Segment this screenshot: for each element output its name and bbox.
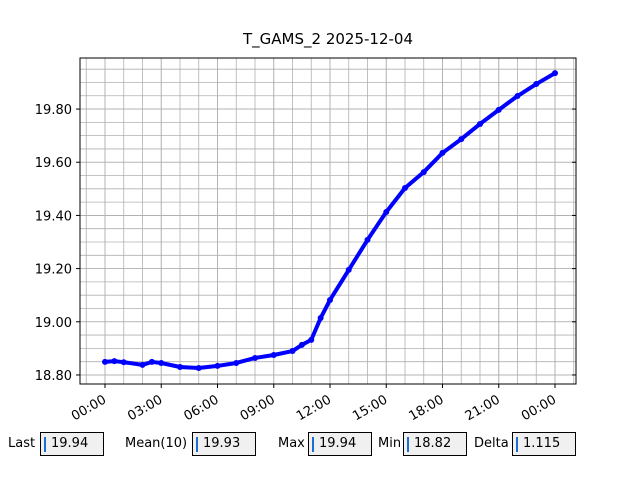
data-point	[476, 120, 483, 127]
stat-label: Delta	[474, 436, 509, 451]
x-tick-label: 06:00	[182, 392, 222, 424]
stat-label: Min	[378, 436, 402, 451]
y-tick-label: 18.80	[35, 369, 72, 384]
x-tick-label: 09:00	[238, 392, 278, 424]
stat-field[interactable]: 18.82	[403, 432, 467, 456]
data-point	[270, 352, 277, 359]
x-tick-label: 15:00	[350, 392, 390, 424]
data-point	[364, 236, 371, 243]
y-tick-label: 19.20	[35, 263, 72, 278]
data-point	[317, 315, 324, 322]
x-tick-label: 03:00	[125, 392, 165, 424]
y-tick-label: 19.40	[35, 209, 72, 224]
stat-field[interactable]: 19.94	[308, 432, 372, 456]
stat-value: 19.94	[319, 436, 357, 451]
data-point	[195, 365, 202, 372]
data-point	[495, 106, 502, 113]
data-point	[326, 296, 333, 303]
stat-field[interactable]: 19.93	[192, 432, 256, 456]
data-point	[514, 93, 521, 100]
plot-frame	[79, 57, 577, 385]
text-caret	[407, 437, 409, 452]
text-caret	[44, 437, 46, 452]
x-tick-label: 00:00	[69, 392, 109, 424]
x-tick-label: 00:00	[519, 392, 559, 424]
data-point	[214, 362, 221, 369]
stat-label: Mean(10)	[125, 436, 188, 451]
text-caret	[312, 437, 314, 452]
stat-value: 1.115	[523, 436, 561, 451]
stat-label: Last	[8, 436, 36, 451]
y-tick-label: 19.00	[35, 316, 72, 331]
stat-value: 19.93	[203, 436, 241, 451]
data-point	[233, 359, 240, 366]
data-point	[148, 358, 155, 365]
data-point	[158, 359, 165, 366]
data-point	[533, 81, 540, 88]
data-point	[551, 70, 558, 77]
data-point	[308, 336, 315, 343]
data-point	[458, 136, 465, 143]
data-point	[111, 358, 118, 365]
stat-value: 18.82	[414, 436, 452, 451]
chart-title: T_GAMS_2 2025-12-04	[242, 30, 413, 49]
data-point	[420, 169, 427, 176]
x-tick-label: 21:00	[463, 392, 503, 424]
data-point	[289, 348, 296, 355]
stat-label: Max	[278, 436, 305, 451]
x-tick-label: 12:00	[294, 392, 334, 424]
stat-field[interactable]: 19.94	[40, 432, 104, 456]
data-point	[120, 359, 127, 366]
data-point	[439, 149, 446, 156]
y-tick-label: 19.60	[35, 156, 72, 171]
text-caret	[196, 437, 198, 452]
data-point	[101, 358, 108, 365]
y-tick-label: 19.80	[35, 103, 72, 118]
stat-value: 19.94	[51, 436, 89, 451]
data-point	[345, 266, 352, 273]
text-caret	[516, 437, 518, 452]
data-point	[383, 208, 390, 215]
data-point	[176, 363, 183, 370]
x-tick-label: 18:00	[407, 392, 447, 424]
stat-field[interactable]: 1.115	[512, 432, 576, 456]
data-point	[298, 341, 305, 348]
data-point	[251, 354, 258, 361]
data-point	[139, 361, 146, 368]
data-point	[401, 185, 408, 192]
